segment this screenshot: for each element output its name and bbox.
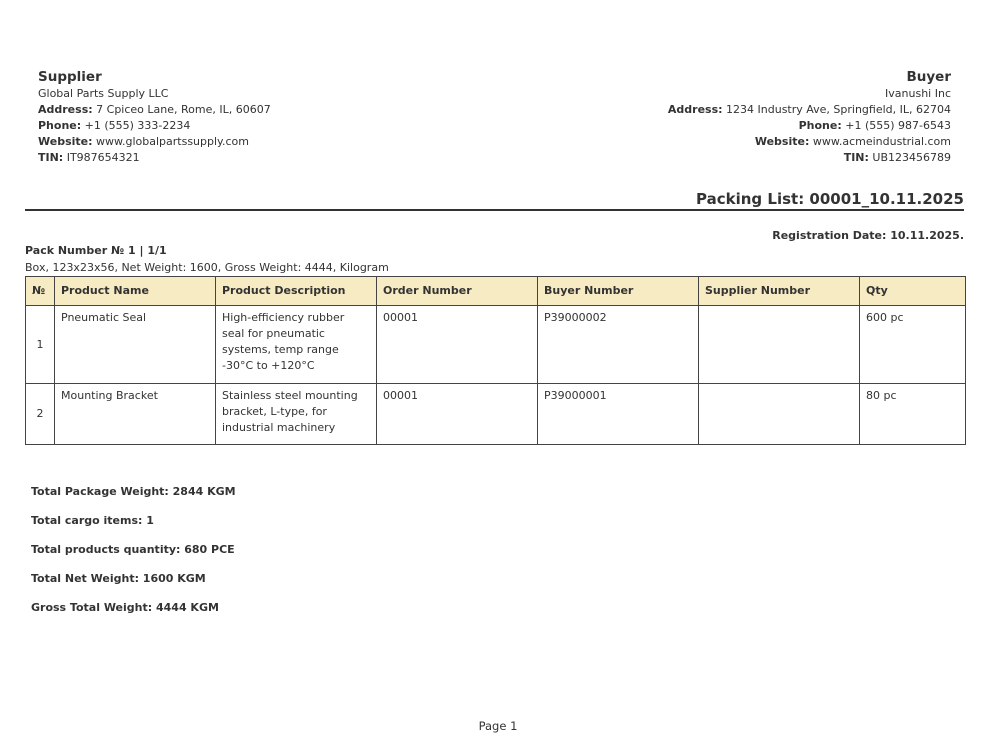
label: Address:: [38, 103, 93, 116]
supplier-tin: TIN: IT987654321: [38, 150, 271, 166]
page-number: Page 1: [478, 719, 518, 733]
cell-qty: 600 pc: [859, 305, 966, 384]
col-header-no: №: [25, 276, 55, 306]
value: 1234 Industry Ave, Springfield, IL, 6270…: [726, 103, 951, 116]
label: TIN:: [38, 151, 64, 164]
pack-description: Box, 123x23x56, Net Weight: 1600, Gross …: [25, 261, 389, 274]
total-net-weight: Total Net Weight: 1600 KGM: [31, 572, 206, 585]
value: 7 Cpiceo Lane, Rome, IL, 60607: [96, 103, 271, 116]
table-header-row: № Product Name Product Description Order…: [25, 276, 966, 306]
cell-order-number: 00001: [376, 383, 538, 445]
supplier-website: Website: www.globalpartssupply.com: [38, 134, 271, 150]
cell-product-description: Stainless steel mounting bracket, L-type…: [215, 383, 377, 445]
total-package-weight: Total Package Weight: 2844 KGM: [31, 485, 236, 498]
value: UB123456789: [872, 151, 951, 164]
buyer-website: Website: www.acmeindustrial.com: [668, 134, 951, 150]
divider: [25, 209, 964, 211]
col-header-product-description: Product Description: [215, 276, 377, 306]
col-header-product-name: Product Name: [54, 276, 216, 306]
col-header-supplier-number: Supplier Number: [698, 276, 860, 306]
label: Phone:: [798, 119, 842, 132]
cell-supplier-number: [698, 383, 860, 445]
cell-buyer-number: P39000001: [537, 383, 699, 445]
gross-total-weight: Gross Total Weight: 4444 KGM: [31, 601, 219, 614]
col-header-order-number: Order Number: [376, 276, 538, 306]
label: Phone:: [38, 119, 82, 132]
buyer-phone: Phone: +1 (555) 987-6543: [668, 118, 951, 134]
supplier-address: Address: 7 Cpiceo Lane, Rome, IL, 60607: [38, 102, 271, 118]
value: +1 (555) 987-6543: [845, 119, 951, 132]
cell-product-name: Mounting Bracket: [54, 383, 216, 445]
buyer-heading: Buyer: [906, 69, 951, 85]
buyer-address: Address: 1234 Industry Ave, Springfield,…: [668, 102, 951, 118]
value: IT987654321: [66, 151, 140, 164]
label: TIN:: [843, 151, 869, 164]
cell-product-description: High-efficiency rubber seal for pneumati…: [215, 305, 377, 384]
label: Address:: [667, 103, 723, 116]
cell-order-number: 00001: [376, 305, 538, 384]
supplier-phone: Phone: +1 (555) 333-2234: [38, 118, 271, 134]
registration-date: Registration Date: 10.11.2025.: [772, 229, 964, 242]
cell-no: 1: [25, 305, 55, 384]
cell-supplier-number: [698, 305, 860, 384]
supplier-heading: Supplier: [38, 69, 102, 85]
col-header-buyer-number: Buyer Number: [537, 276, 699, 306]
cell-buyer-number: P39000002: [537, 305, 699, 384]
buyer-block: Buyer Ivanushi Inc Address: 1234 Industr…: [668, 68, 951, 166]
value: +1 (555) 333-2234: [84, 119, 191, 132]
value: www.globalpartssupply.com: [96, 135, 249, 148]
table-row: 2 Mounting Bracket Stainless steel mount…: [25, 383, 966, 445]
label: Website:: [754, 135, 810, 148]
label: Website:: [38, 135, 93, 148]
buyer-tin: TIN: UB123456789: [668, 150, 951, 166]
document-title: Packing List: 00001_10.11.2025: [696, 190, 964, 208]
supplier-name: Global Parts Supply LLC: [38, 87, 169, 100]
pack-number: Pack Number № 1 | 1/1: [25, 244, 167, 257]
value: www.acmeindustrial.com: [812, 135, 951, 148]
total-products-quantity: Total products quantity: 680 PCE: [31, 543, 235, 556]
col-header-qty: Qty: [859, 276, 966, 306]
products-table: № Product Name Product Description Order…: [25, 276, 966, 445]
cell-no: 2: [25, 383, 55, 445]
total-cargo-items: Total cargo items: 1: [31, 514, 154, 527]
supplier-block: Supplier Global Parts Supply LLC Address…: [38, 68, 271, 166]
buyer-name: Ivanushi Inc: [885, 87, 951, 100]
table-row: 1 Pneumatic Seal High-efficiency rubber …: [25, 305, 966, 384]
cell-qty: 80 pc: [859, 383, 966, 445]
cell-product-name: Pneumatic Seal: [54, 305, 216, 384]
